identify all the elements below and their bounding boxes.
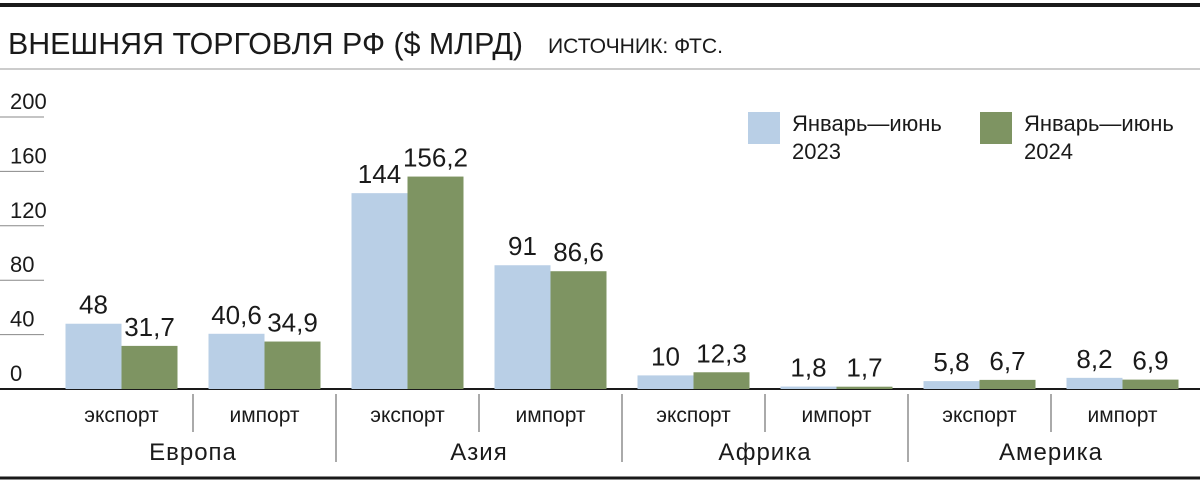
value-label: 12,3 (696, 338, 747, 368)
x-tick-label: экспорт (370, 404, 445, 427)
legend-label: Январь—июнь 2024 (1024, 111, 1174, 164)
bar (1122, 379, 1179, 389)
bar (780, 386, 837, 389)
y-tick-label: 40 (10, 307, 34, 332)
x-tick-label: экспорт (84, 404, 159, 427)
bar (637, 375, 694, 389)
value-label: 34,9 (267, 308, 318, 338)
value-label: 48 (79, 290, 108, 320)
legend-swatch (748, 112, 780, 144)
x-tick-label: импорт (515, 404, 585, 427)
bar (979, 379, 1036, 389)
legend-swatch (980, 112, 1012, 144)
value-label: 31,7 (124, 312, 175, 342)
value-label: 91 (508, 231, 537, 261)
x-tick-label: экспорт (942, 404, 1017, 427)
x-tick-label: импорт (801, 404, 871, 427)
value-label: 6,9 (1132, 346, 1168, 376)
group-label: Европа (149, 439, 237, 466)
bar (65, 323, 122, 389)
bar (208, 333, 265, 389)
group-label: Америка (999, 439, 1103, 466)
bar (264, 341, 321, 389)
chart-title: ВНЕШНЯЯ ТОРГОВЛЯ РФ ($ МЛРД) (8, 26, 523, 61)
chart-subtitle: ИСТОЧНИК: ФТС. (548, 35, 723, 58)
y-tick-label: 120 (10, 198, 47, 223)
bar (550, 271, 607, 389)
group-label: Азия (450, 439, 507, 466)
value-label: 86,6 (553, 237, 604, 267)
bar (923, 381, 980, 389)
y-tick-label: 160 (10, 143, 47, 168)
legend-label: Январь—июнь 2023 (792, 111, 942, 164)
bar (836, 386, 893, 389)
x-tick-label: экспорт (656, 404, 731, 427)
x-tick-label: импорт (229, 404, 299, 427)
legend-item: Январь—июнь 2023 (748, 110, 942, 166)
value-label: 156,2 (403, 143, 468, 173)
legend-item: Январь—июнь 2024 (980, 110, 1174, 166)
value-label: 1,8 (790, 353, 826, 383)
top-rule (0, 3, 1200, 7)
bar (407, 176, 464, 389)
value-label: 10 (651, 341, 680, 371)
bar (121, 345, 178, 389)
y-tick-label: 0 (10, 361, 22, 386)
bar (494, 265, 551, 389)
x-tick-label: импорт (1087, 404, 1157, 427)
value-label: 8,2 (1076, 344, 1112, 374)
value-label: 6,7 (989, 346, 1025, 376)
value-label: 40,6 (211, 300, 262, 330)
group-label: Африка (718, 439, 811, 466)
y-tick-label: 80 (10, 252, 34, 277)
bar (1066, 377, 1123, 389)
value-label: 144 (358, 159, 401, 189)
bar (693, 372, 750, 389)
value-label: 5,8 (933, 347, 969, 377)
bar (351, 193, 408, 389)
y-tick-label: 200 (10, 89, 47, 114)
value-label: 1,7 (846, 353, 882, 383)
